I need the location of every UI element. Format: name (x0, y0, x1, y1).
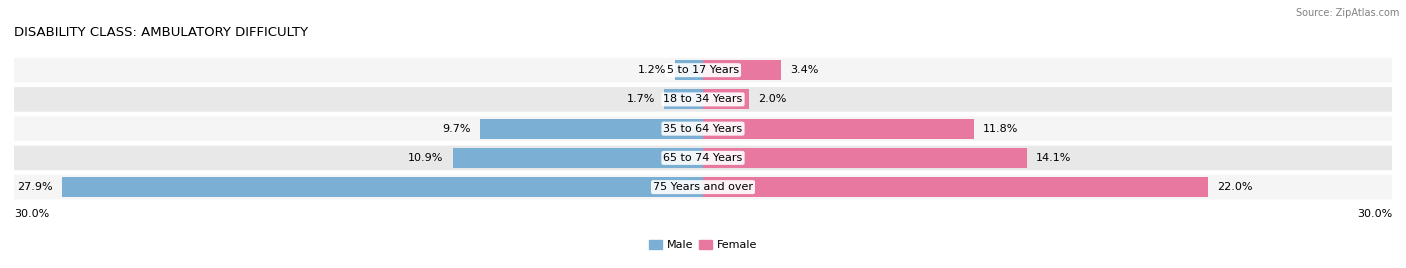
Text: 30.0%: 30.0% (1357, 209, 1392, 219)
Text: 11.8%: 11.8% (983, 124, 1018, 134)
Bar (703, 119, 974, 139)
Text: 1.2%: 1.2% (638, 65, 666, 75)
Bar (703, 148, 1026, 168)
FancyBboxPatch shape (14, 87, 1392, 112)
Text: 5 to 17 Years: 5 to 17 Years (666, 65, 740, 75)
Text: 35 to 64 Years: 35 to 64 Years (664, 124, 742, 134)
Text: 30.0%: 30.0% (14, 209, 49, 219)
Text: 27.9%: 27.9% (17, 182, 53, 192)
Bar (703, 90, 749, 109)
Bar (703, 60, 782, 80)
Bar (453, 148, 703, 168)
FancyBboxPatch shape (14, 116, 1392, 141)
FancyBboxPatch shape (14, 146, 1392, 170)
FancyBboxPatch shape (14, 58, 1392, 83)
Bar (62, 177, 703, 197)
Text: 3.4%: 3.4% (790, 65, 818, 75)
Text: 1.7%: 1.7% (627, 94, 655, 105)
Text: 14.1%: 14.1% (1036, 153, 1071, 163)
Text: 65 to 74 Years: 65 to 74 Years (664, 153, 742, 163)
Bar (481, 119, 703, 139)
Bar (675, 60, 703, 80)
Text: Source: ZipAtlas.com: Source: ZipAtlas.com (1295, 8, 1399, 18)
Text: 22.0%: 22.0% (1218, 182, 1253, 192)
Text: 2.0%: 2.0% (758, 94, 786, 105)
Bar (664, 90, 703, 109)
Text: 18 to 34 Years: 18 to 34 Years (664, 94, 742, 105)
Legend: Male, Female: Male, Female (644, 236, 762, 255)
Text: DISABILITY CLASS: AMBULATORY DIFFICULTY: DISABILITY CLASS: AMBULATORY DIFFICULTY (14, 27, 308, 39)
Text: 75 Years and over: 75 Years and over (652, 182, 754, 192)
Text: 10.9%: 10.9% (408, 153, 443, 163)
Bar (703, 177, 1208, 197)
FancyBboxPatch shape (14, 175, 1392, 199)
Text: 9.7%: 9.7% (443, 124, 471, 134)
